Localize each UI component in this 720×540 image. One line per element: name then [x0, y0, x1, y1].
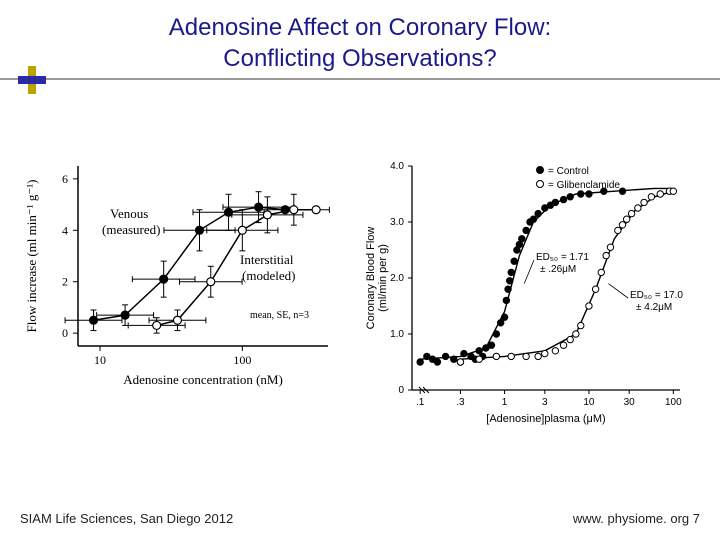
- svg-text:6: 6: [62, 172, 68, 186]
- svg-text:± .26μM: ± .26μM: [540, 264, 576, 275]
- slide-header: Adenosine Affect on Coronary Flow: Confl…: [0, 0, 720, 88]
- svg-text:30: 30: [624, 397, 636, 408]
- svg-text:= Glibenclamide: = Glibenclamide: [548, 180, 620, 191]
- svg-text:Adenosine concentration (nM): Adenosine concentration (nM): [123, 372, 283, 387]
- svg-text:Interstitial: Interstitial: [240, 252, 294, 267]
- title-line-1: Adenosine Affect on Coronary Flow:: [169, 14, 551, 41]
- svg-text:(measured): (measured): [102, 222, 160, 237]
- svg-text:3.0: 3.0: [390, 217, 404, 228]
- right-chart: 0 1.0 2.0 3.0 4.0 .1 .3 1 3 10 30 100 [Adenosine]pla…: [360, 148, 700, 448]
- svg-text:4.0: 4.0: [390, 161, 404, 172]
- header-rule: [0, 78, 720, 80]
- svg-text:1.0: 1.0: [390, 329, 404, 340]
- svg-text:(modeled): (modeled): [242, 268, 295, 283]
- svg-text:Flow increase (ml min⁻¹ g⁻¹): Flow increase (ml min⁻¹ g⁻¹): [24, 180, 39, 333]
- svg-text:100: 100: [233, 353, 251, 367]
- slide-footer: SIAM Life Sciences, San Diego 2012 www. …: [20, 511, 700, 526]
- svg-text:0: 0: [398, 385, 404, 396]
- svg-text:3: 3: [542, 397, 548, 408]
- svg-text:100: 100: [665, 397, 682, 408]
- svg-text:2: 2: [62, 275, 68, 289]
- svg-text:= Control: = Control: [548, 166, 589, 177]
- svg-text:ED₅₀ = 17.0: ED₅₀ = 17.0: [630, 290, 683, 301]
- svg-text:10: 10: [94, 353, 106, 367]
- charts-container: 024610100Adenosine concentration (nM)Flo…: [0, 88, 720, 448]
- footer-right-text: www. physiome. org 7: [573, 511, 700, 526]
- title-line-2: Conflicting Observations?: [223, 45, 496, 72]
- svg-text:.1: .1: [416, 397, 425, 408]
- svg-text:Coronary Blood Flow: Coronary Blood Flow: [365, 227, 377, 330]
- svg-text:mean, SE, n=3: mean, SE, n=3: [250, 310, 309, 321]
- slide-title: Adenosine Affect on Coronary Flow: Confl…: [0, 12, 720, 74]
- svg-text:Venous: Venous: [110, 206, 148, 221]
- svg-text:1: 1: [502, 397, 508, 408]
- svg-text:± 4.2μM: ± 4.2μM: [636, 302, 672, 313]
- svg-text:[Adenosine]plasma (μM): [Adenosine]plasma (μM): [486, 413, 605, 425]
- svg-text:ED₅₀ = 1.71: ED₅₀ = 1.71: [536, 252, 589, 263]
- left-chart: 0 2 4 6 10 100 Adenosine concentration (nM) Flo…: [20, 148, 350, 448]
- svg-text:0: 0: [62, 327, 68, 341]
- header-accent-icon: [18, 66, 46, 94]
- svg-text:(ml/min per g): (ml/min per g): [377, 244, 389, 312]
- footer-left-text: SIAM Life Sciences, San Diego 2012: [20, 511, 233, 526]
- svg-text:.3: .3: [456, 397, 465, 408]
- svg-text:10: 10: [583, 397, 595, 408]
- svg-text:4: 4: [62, 224, 68, 238]
- svg-text:2.0: 2.0: [390, 273, 404, 284]
